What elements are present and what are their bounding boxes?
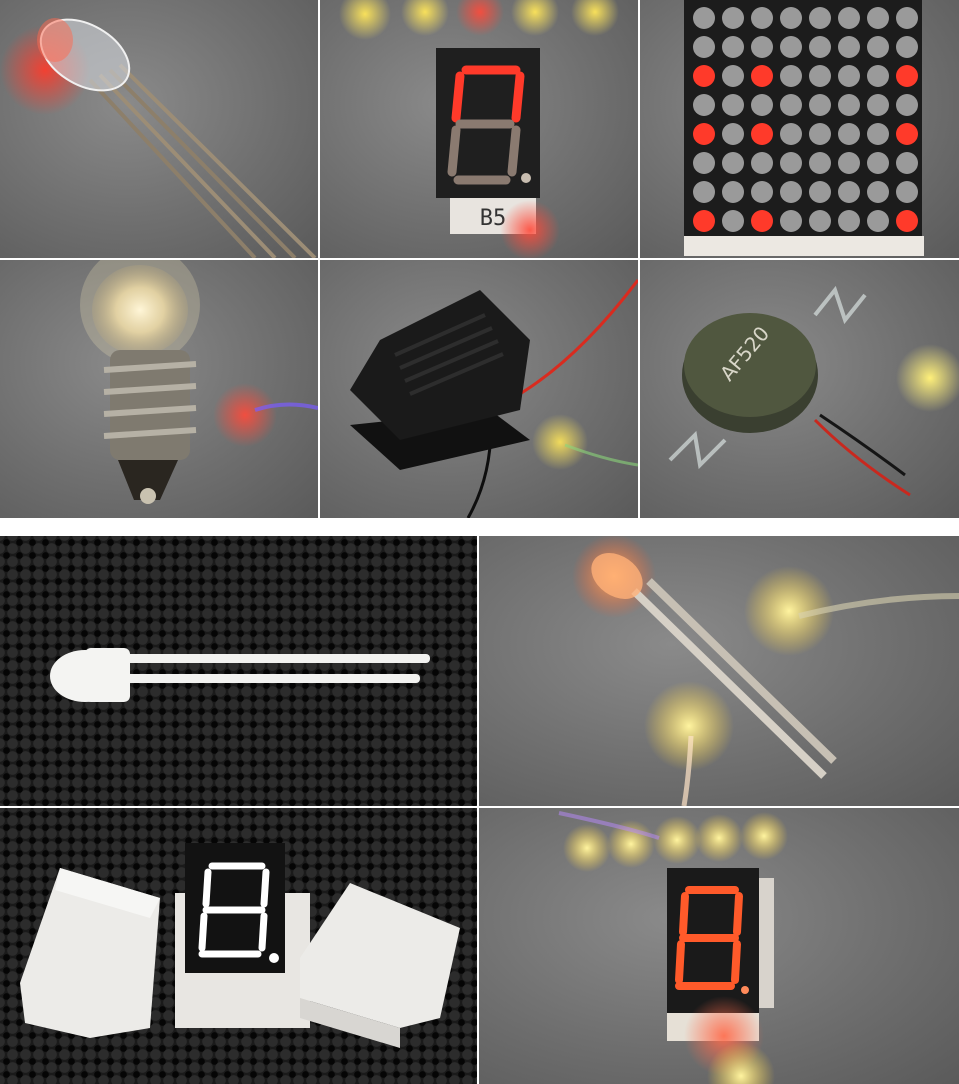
matrix-dot-lit <box>693 65 715 87</box>
matrix-dot <box>867 181 889 203</box>
buzzer-photo <box>320 260 638 518</box>
matrix-dot-lit <box>751 210 773 232</box>
matrix-dot <box>722 123 744 145</box>
matrix-dot <box>751 152 773 174</box>
matrix-dot <box>751 94 773 116</box>
matrix-dot <box>722 94 744 116</box>
matrix-dot <box>722 36 744 58</box>
matrix-dot <box>809 94 831 116</box>
matrix-dot <box>780 7 802 29</box>
matrix-dot <box>751 181 773 203</box>
matrix-dot <box>693 36 715 58</box>
matrix-dot <box>722 7 744 29</box>
matrix-dot <box>722 152 744 174</box>
matrix-dot <box>693 152 715 174</box>
matrix-dot <box>867 123 889 145</box>
matrix-dot <box>780 36 802 58</box>
printed-seven-segment-glowing-photo <box>479 808 959 1084</box>
matrix-dot <box>809 210 831 232</box>
printed-seven-segment-glow-illustration <box>558 811 788 1084</box>
printed-led-glowing-photo <box>479 536 959 806</box>
rgb-led-photo <box>0 0 318 258</box>
matrix-dot <box>780 94 802 116</box>
matrix-dot <box>809 65 831 87</box>
matrix-dot <box>867 65 889 87</box>
seven-segment-display-photo: B5 <box>320 0 638 258</box>
vibration-motor-illustration: AF520 <box>668 285 959 497</box>
matrix-dot-lit <box>896 210 918 232</box>
matrix-dot-lit <box>693 123 715 145</box>
matrix-dot <box>693 94 715 116</box>
matrix-dot-lit <box>896 65 918 87</box>
matrix-dot <box>838 36 860 58</box>
buzzer-illustration <box>350 279 638 518</box>
matrix-dot <box>838 152 860 174</box>
matrix-dot <box>867 152 889 174</box>
matrix-dot <box>722 65 744 87</box>
matrix-dot <box>693 181 715 203</box>
matrix-dot <box>838 123 860 145</box>
matrix-dot <box>867 94 889 116</box>
printed-seven-segment-on-fabric-photo <box>0 808 477 1084</box>
matrix-dot <box>896 181 918 203</box>
matrix-dot <box>867 7 889 29</box>
printed-led-illustration <box>50 648 430 702</box>
matrix-dot-lit <box>896 123 918 145</box>
matrix-dot <box>809 181 831 203</box>
matrix-dot <box>751 7 773 29</box>
bulb-illustration <box>80 260 318 504</box>
matrix-dot <box>780 65 802 87</box>
matrix-dot <box>896 36 918 58</box>
printed-led-glow-illustration <box>572 536 959 806</box>
printed-led-on-fabric-photo <box>0 536 477 806</box>
matrix-dot <box>838 7 860 29</box>
matrix-dot <box>780 152 802 174</box>
matrix-dot <box>780 210 802 232</box>
incandescent-bulb-photo <box>0 260 318 518</box>
matrix-dot-lit <box>751 65 773 87</box>
matrix-dot <box>838 181 860 203</box>
led-dot-matrix-photo <box>640 0 959 258</box>
matrix-dot <box>780 123 802 145</box>
dot-matrix-illustration <box>684 0 924 256</box>
matrix-dot <box>809 7 831 29</box>
matrix-dot <box>722 210 744 232</box>
matrix-dot <box>896 94 918 116</box>
matrix-dot <box>809 152 831 174</box>
rgb-led-illustration <box>0 18 317 258</box>
matrix-dot <box>896 7 918 29</box>
matrix-dot <box>809 123 831 145</box>
matrix-dot <box>693 7 715 29</box>
divider <box>0 518 959 536</box>
matrix-dot <box>838 65 860 87</box>
matrix-dot <box>867 36 889 58</box>
matrix-dot-lit <box>693 210 715 232</box>
matrix-dot <box>838 210 860 232</box>
vibration-motor-photo: AF520 <box>640 260 959 518</box>
printed-seven-segment-illustration <box>20 843 460 1048</box>
matrix-dot <box>751 36 773 58</box>
matrix-dot-lit <box>751 123 773 145</box>
matrix-dot <box>867 210 889 232</box>
matrix-dot <box>780 181 802 203</box>
matrix-dot <box>809 36 831 58</box>
matrix-dot <box>838 94 860 116</box>
matrix-dot <box>896 152 918 174</box>
matrix-dot <box>722 181 744 203</box>
seven-segment-illustration: B5 <box>339 0 619 258</box>
